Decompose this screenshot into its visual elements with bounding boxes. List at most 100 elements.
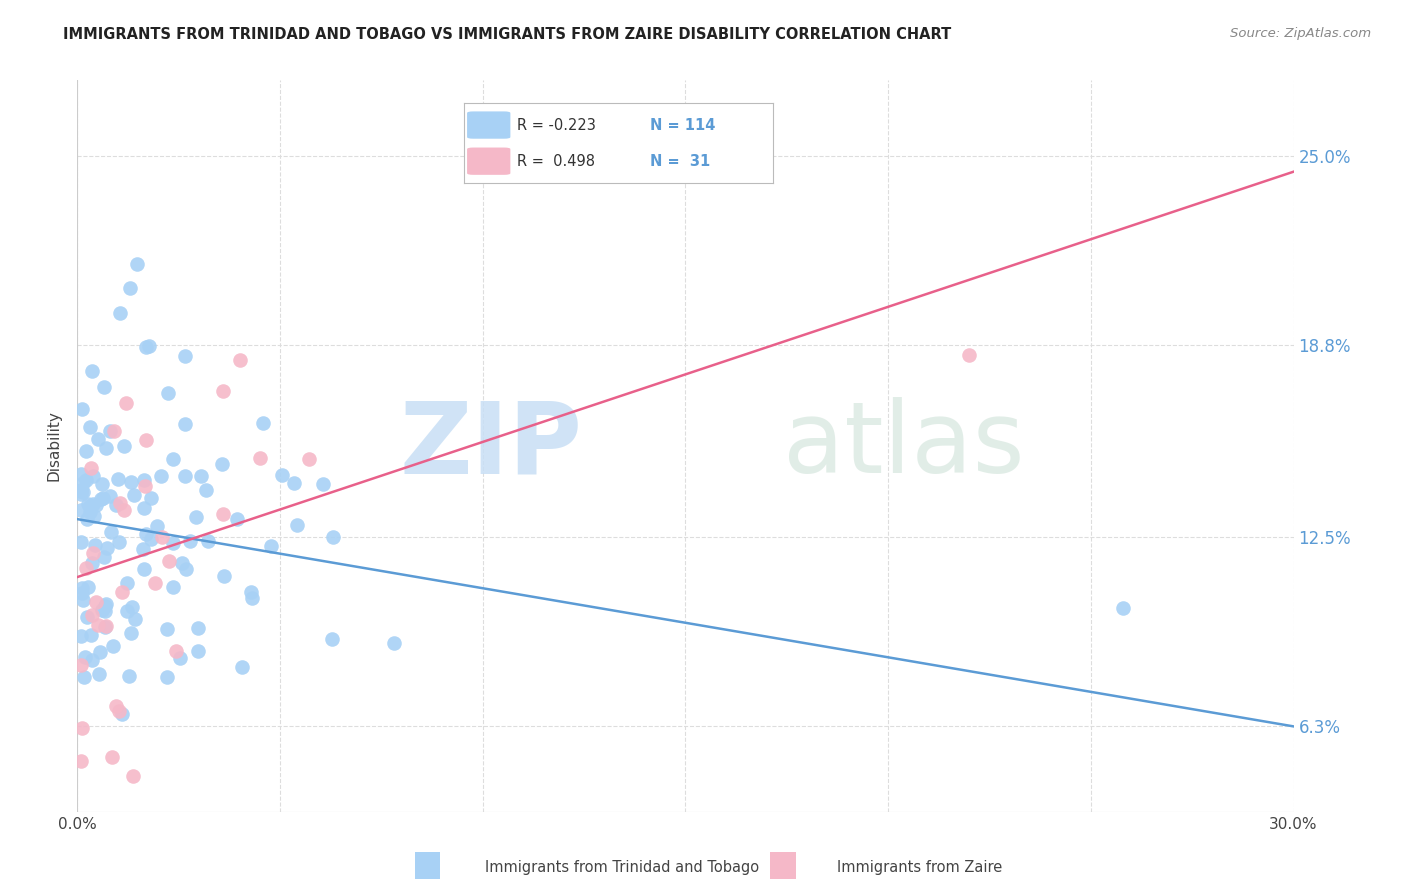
Text: Source: ZipAtlas.com: Source: ZipAtlas.com (1230, 27, 1371, 40)
Point (122, 768, 145, 782)
Point (162, 451, 184, 466)
Point (240, 585, 263, 599)
Point (73, 650, 96, 665)
Point (90, 491, 112, 506)
Point (76, 512, 98, 526)
Point (70, 629, 93, 643)
Point (229, 353, 252, 368)
Point (135, 340, 157, 354)
Point (150, 530, 173, 544)
Text: atlas: atlas (783, 398, 1025, 494)
Point (91, 602, 114, 616)
Point (150, 469, 173, 483)
Point (242, 591, 264, 606)
Point (169, 651, 191, 665)
Point (70, 483, 93, 498)
Point (157, 554, 180, 568)
Point (179, 533, 201, 548)
Point (111, 584, 134, 599)
Point (101, 750, 124, 764)
Point (111, 706, 134, 721)
Point (80, 460, 103, 475)
Text: R = -0.223: R = -0.223 (516, 118, 595, 133)
Point (82, 546, 104, 560)
Point (134, 479, 156, 493)
Point (93, 603, 115, 617)
Point (135, 433, 157, 447)
Point (124, 612, 146, 626)
Point (108, 496, 131, 510)
Point (79, 419, 101, 434)
Point (93, 620, 115, 634)
Point (82, 363, 104, 377)
Point (184, 509, 207, 524)
Point (89, 667, 111, 681)
Point (174, 417, 197, 432)
Point (70, 503, 93, 517)
Point (115, 575, 138, 590)
Text: Immigrants from Zaire: Immigrants from Zaire (837, 860, 1002, 874)
Point (98, 489, 121, 503)
Point (132, 542, 155, 557)
Point (114, 396, 136, 410)
Point (957, 348, 980, 362)
Point (70, 487, 93, 501)
Point (112, 439, 135, 453)
Point (87, 432, 110, 446)
Point (94, 597, 117, 611)
Point (135, 527, 157, 541)
Point (83, 509, 105, 524)
Y-axis label: Disability: Disability (46, 410, 62, 482)
Point (173, 469, 195, 483)
Point (252, 417, 274, 431)
Point (115, 604, 138, 618)
Point (107, 472, 129, 486)
Point (121, 599, 143, 614)
Point (86, 595, 108, 609)
Point (94, 599, 117, 614)
FancyBboxPatch shape (467, 112, 510, 139)
Point (132, 474, 155, 488)
Point (72, 593, 94, 607)
Text: Immigrants from Trinidad and Tobago: Immigrants from Trinidad and Tobago (485, 860, 759, 874)
Point (91, 491, 114, 506)
Point (170, 556, 193, 570)
Point (174, 562, 197, 576)
Point (283, 475, 305, 490)
Point (197, 533, 219, 548)
Point (87, 617, 110, 632)
Point (212, 569, 235, 583)
Point (80, 628, 103, 642)
Point (260, 540, 283, 554)
Point (141, 491, 163, 506)
Point (96, 619, 118, 633)
Point (120, 625, 142, 640)
Point (103, 424, 125, 438)
Point (156, 623, 179, 637)
Point (157, 385, 180, 400)
FancyBboxPatch shape (467, 147, 510, 175)
Point (70, 755, 93, 769)
Point (77, 580, 100, 594)
Point (174, 349, 197, 363)
Point (70, 586, 93, 600)
Point (89, 645, 111, 659)
Text: ZIP: ZIP (399, 398, 582, 494)
Point (83, 538, 105, 552)
Point (70, 483, 93, 498)
Point (187, 621, 209, 635)
Point (321, 632, 343, 646)
Point (93, 380, 115, 394)
Point (108, 704, 131, 718)
Point (212, 384, 235, 398)
Text: R =  0.498: R = 0.498 (516, 153, 595, 169)
Point (82, 468, 104, 483)
Point (298, 452, 321, 467)
Point (382, 636, 405, 650)
Point (120, 475, 142, 489)
Point (70, 657, 93, 672)
Point (231, 660, 253, 674)
Point (80, 653, 103, 667)
Point (162, 580, 184, 594)
Point (134, 562, 156, 576)
